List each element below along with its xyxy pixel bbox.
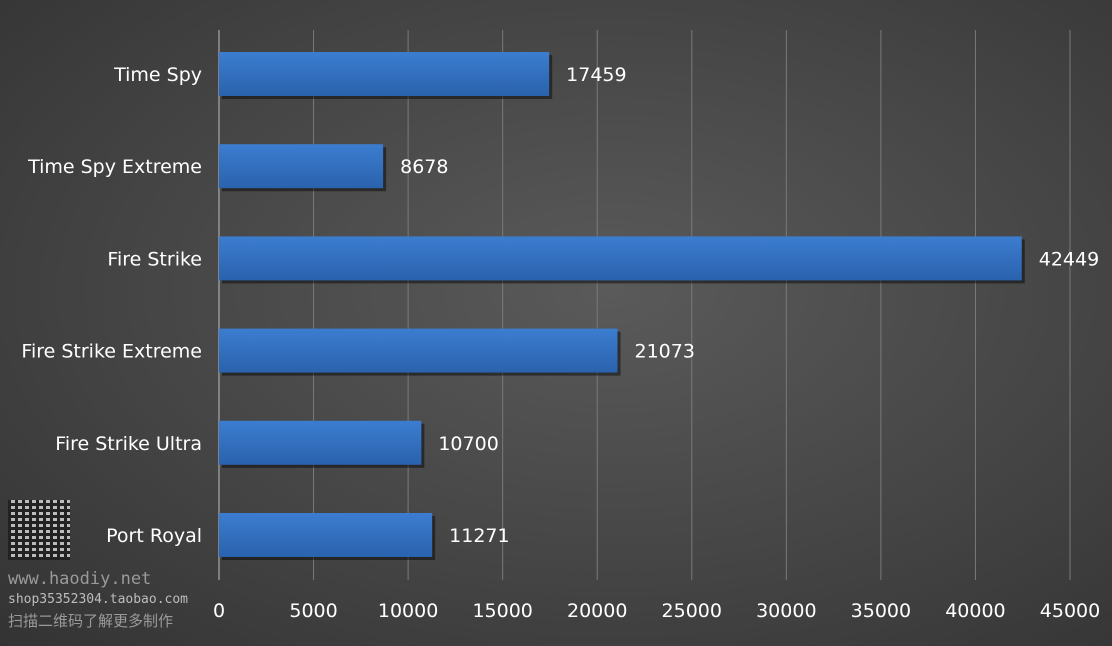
watermark: 扫描二维码了解更多制作	[8, 612, 174, 630]
bar	[219, 144, 384, 189]
bar	[219, 513, 433, 557]
category-label: Fire Strike Extreme	[21, 341, 202, 363]
data-label: 11271	[449, 525, 509, 547]
category-label: Port Royal	[106, 525, 202, 547]
data-label: 17459	[566, 64, 626, 86]
data-label: 21073	[635, 341, 695, 363]
data-label: 10700	[438, 433, 498, 455]
bar	[219, 420, 422, 465]
x-tick-label: 45000	[1040, 600, 1100, 622]
bar	[219, 328, 618, 373]
x-tick-label: 30000	[756, 600, 816, 622]
category-label: Fire Strike	[107, 248, 202, 270]
x-tick-label: 35000	[851, 600, 911, 622]
category-label: Time Spy	[113, 64, 202, 86]
qr-code-icon	[8, 500, 70, 560]
x-tick-label: 20000	[567, 600, 627, 622]
x-tick-label: 15000	[472, 600, 532, 622]
data-label: 42449	[1039, 248, 1099, 270]
x-tick-label: 25000	[662, 600, 722, 622]
data-label: 8678	[400, 156, 448, 178]
x-tick-label: 10000	[378, 600, 438, 622]
bar	[219, 52, 550, 96]
category-label: Time Spy Extreme	[27, 156, 202, 178]
x-tick-label: 0	[213, 600, 225, 622]
watermark: shop35352304.taobao.com	[8, 592, 189, 607]
x-tick-label: 5000	[289, 600, 337, 622]
x-tick-label: 40000	[945, 600, 1005, 622]
category-label: Fire Strike Ultra	[55, 433, 202, 455]
bar	[219, 236, 1022, 281]
watermark: www.haodiy.net	[8, 569, 152, 589]
